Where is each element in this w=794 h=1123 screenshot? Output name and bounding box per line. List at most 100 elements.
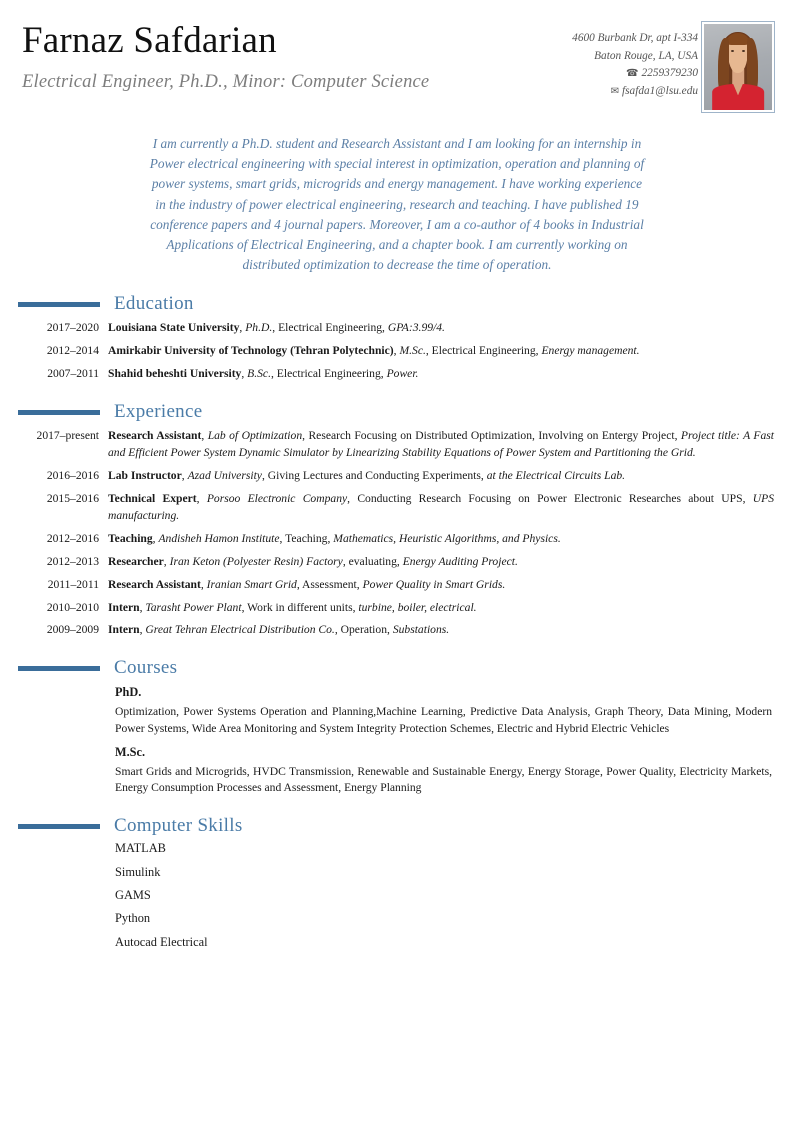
section-header-experience: Experience [0, 401, 794, 423]
course-degree-name: PhD [115, 685, 139, 700]
portrait-face [727, 36, 749, 73]
experience-extra: Energy Auditing Project. [402, 554, 518, 568]
experience-desc: Giving Lectures and Conducting Experimen… [267, 469, 484, 483]
experience-entry: 2016–2016 Lab Instructor, Azad Universit… [0, 468, 794, 485]
education-org: Louisiana State University [108, 321, 240, 335]
experience-detail: Technical Expert, Porsoo Electronic Comp… [108, 491, 774, 522]
portrait-photo [704, 24, 772, 110]
experience-org: Tarasht Power Plant [145, 600, 242, 614]
experience-entry: 2010–2010 Intern, Tarasht Power Plant, W… [0, 600, 794, 617]
education-extra: GPA:3.99/4. [387, 321, 445, 335]
experience-org: Lab of Optimization [207, 429, 303, 443]
section-header-computer-skills: Computer Skills [0, 815, 794, 837]
education-entry: 2007–2011 Shahid beheshti University, B.… [0, 366, 794, 383]
experience-role: Researcher [108, 554, 164, 568]
portrait-neck [732, 68, 744, 86]
experience-role: Intern [108, 600, 140, 614]
education-detail: Shahid beheshti University, B.Sc., Elect… [108, 367, 419, 381]
portrait-hair-left [717, 37, 730, 95]
section-title-education: Education [114, 293, 194, 315]
experience-entry: 2012–2016 Teaching, Andisheh Hamon Insti… [0, 531, 794, 548]
education-org: Shahid beheshti University [108, 367, 242, 381]
contact-email[interactable]: fsafda1@lsu.edu [622, 84, 698, 97]
education-field: Electrical Engineering [431, 344, 536, 358]
list-item: MATLAB [115, 841, 166, 856]
section-title-experience: Experience [114, 401, 203, 423]
education-degree: M.Sc. [399, 344, 426, 358]
portrait-eye-left [731, 49, 735, 53]
education-date: 2007–2011 [47, 367, 99, 381]
section-rule [18, 301, 100, 307]
education-entry: 2017–2020 Louisiana State University, Ph… [0, 320, 794, 337]
experience-date: 2011–2011 [47, 577, 99, 591]
section-rule [18, 823, 100, 829]
education-field: Electrical Engineering [278, 321, 383, 335]
education-extra: Energy management. [541, 344, 640, 358]
experience-detail: Intern, Tarasht Power Plant, Work in dif… [108, 600, 477, 614]
experience-extra: Substations. [392, 623, 450, 637]
experience-extra: UPS manufacturing. [108, 491, 774, 522]
experience-desc: Research Focusing on Distributed Optimiz… [308, 429, 678, 443]
experience-role: Teaching [108, 531, 153, 545]
courses-body: PhD. Optimization, Power Systems Operati… [0, 684, 794, 797]
portrait-eye-right [741, 49, 745, 53]
list-item: Simulink [115, 864, 161, 879]
list-item: GAMS [115, 888, 151, 903]
section-header-education: Education [0, 293, 794, 315]
experience-desc: evaluating, [348, 554, 400, 568]
experience-detail: Lab Instructor, Azad University, Giving … [108, 469, 626, 483]
experience-org: Azad University [187, 469, 262, 483]
header-subtitle: Electrical Engineer, Ph.D., Minor: Compu… [22, 71, 430, 92]
experience-detail: Researcher, Iran Keton (Polyester Resin)… [108, 554, 518, 568]
contact-address-line2: Baton Rouge, LA, USA [594, 49, 698, 62]
section-education: Education 2017–2020 Louisiana State Univ… [0, 293, 794, 383]
experience-entry: 2011–2011 Research Assistant, Iranian Sm… [0, 577, 794, 594]
experience-org: Iranian Smart Grid [206, 577, 297, 591]
course-list: Optimization, Power Systems Operation an… [115, 705, 772, 736]
portrait-hair-front [726, 32, 750, 45]
contact-phone-row: ☎ 2259379230 [572, 65, 698, 83]
course-degree-label: PhD. [115, 685, 142, 700]
header: Farnaz Safdarian Electrical Engineer, Ph… [0, 0, 794, 118]
experience-entry: 2015–2016 Technical Expert, Porsoo Elect… [0, 491, 794, 525]
experience-extra: Project title: A Fast and Efficient Powe… [108, 429, 774, 460]
contact-block: 4600 Burbank Dr, apt I-334 Baton Rouge, … [572, 30, 698, 100]
contact-email-row: ✉ fsafda1@lsu.edu [572, 83, 698, 101]
experience-org: Great Tehran Electrical Distribution Co. [145, 623, 335, 637]
education-detail: Louisiana State University, Ph.D., Elect… [108, 321, 445, 335]
education-degree: Ph.D. [245, 321, 273, 335]
experience-entry: 2012–2013 Researcher, Iran Keton (Polyes… [0, 554, 794, 571]
avatar [701, 21, 775, 113]
experience-detail: Teaching, Andisheh Hamon Institute, Teac… [108, 531, 561, 545]
experience-desc: Conducting Research Focusing on Power El… [357, 491, 746, 505]
list-item: Python [115, 911, 151, 926]
contact-phone[interactable]: 2259379230 [641, 67, 698, 79]
profile-summary: I am currently a Ph.D. student and Resea… [149, 136, 645, 273]
experience-date: 2010–2010 [46, 600, 99, 614]
experience-date: 2017–present [36, 429, 99, 443]
experience-date: 2012–2016 [46, 531, 99, 545]
phone-icon: ☎ [626, 68, 639, 79]
portrait-hair-right [746, 37, 759, 95]
course-list: Smart Grids and Microgrids, HVDC Transmi… [115, 764, 772, 795]
experience-detail: Research Assistant, Lab of Optimization,… [108, 429, 774, 460]
education-date: 2017–2020 [46, 321, 99, 335]
experience-desc: Assessment, [302, 577, 360, 591]
experience-role: Research Assistant [108, 429, 202, 443]
section-experience: Experience 2017–present Research Assista… [0, 401, 794, 639]
experience-org: Iran Keton (Polyester Resin) Factory [169, 554, 343, 568]
experience-date: 2009–2009 [46, 623, 99, 637]
section-rule [18, 665, 100, 671]
skills-list: MATLAB Simulink GAMS Python Autocad Elec… [0, 842, 794, 948]
experience-role: Research Assistant [108, 577, 201, 591]
section-rule [18, 409, 100, 415]
experience-role: Intern [108, 623, 140, 637]
experience-extra: turbine, boiler, electrical. [358, 600, 477, 614]
experience-extra: Power Quality in Smart Grids. [362, 577, 506, 591]
list-item: Autocad Electrical [115, 934, 208, 949]
experience-desc: Operation, [340, 623, 390, 637]
section-header-courses: Courses [0, 657, 794, 679]
education-extra: Power. [386, 367, 419, 381]
contact-address-line1: 4600 Burbank Dr, apt I-334 [572, 32, 698, 44]
page-title: Farnaz Safdarian [22, 20, 277, 61]
